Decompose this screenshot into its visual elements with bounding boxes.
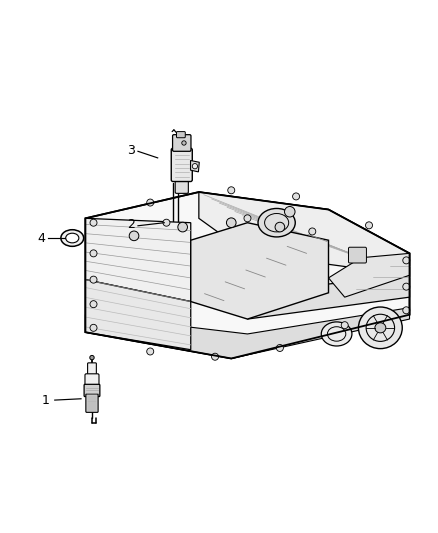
Polygon shape — [247, 275, 410, 319]
Text: 2: 2 — [127, 219, 135, 231]
FancyBboxPatch shape — [86, 394, 98, 413]
Circle shape — [129, 231, 139, 241]
FancyBboxPatch shape — [85, 374, 99, 387]
Polygon shape — [328, 253, 410, 297]
Polygon shape — [85, 219, 191, 302]
Polygon shape — [191, 160, 199, 172]
Circle shape — [90, 250, 97, 257]
FancyBboxPatch shape — [177, 132, 185, 138]
Ellipse shape — [375, 323, 386, 333]
FancyBboxPatch shape — [173, 135, 191, 151]
FancyBboxPatch shape — [175, 179, 188, 193]
Circle shape — [90, 301, 97, 308]
Ellipse shape — [321, 322, 352, 346]
Circle shape — [163, 219, 170, 226]
Circle shape — [285, 206, 295, 217]
FancyBboxPatch shape — [84, 384, 100, 397]
Circle shape — [212, 353, 219, 360]
Circle shape — [403, 257, 410, 264]
Circle shape — [90, 276, 97, 283]
Polygon shape — [199, 192, 410, 275]
Circle shape — [228, 187, 235, 194]
Text: 4: 4 — [38, 231, 46, 245]
Polygon shape — [191, 223, 328, 319]
Circle shape — [403, 307, 410, 314]
Polygon shape — [85, 308, 410, 359]
FancyBboxPatch shape — [349, 247, 367, 263]
Circle shape — [293, 193, 300, 200]
Circle shape — [90, 219, 97, 226]
Circle shape — [309, 228, 316, 235]
Circle shape — [178, 222, 187, 232]
Circle shape — [275, 222, 285, 232]
Circle shape — [403, 283, 410, 290]
Polygon shape — [85, 192, 410, 359]
Polygon shape — [85, 280, 191, 350]
Circle shape — [365, 222, 372, 229]
Circle shape — [90, 324, 97, 332]
Ellipse shape — [66, 233, 79, 243]
Ellipse shape — [258, 208, 295, 237]
Circle shape — [182, 141, 186, 145]
Circle shape — [147, 199, 154, 206]
Circle shape — [192, 164, 198, 169]
FancyBboxPatch shape — [171, 148, 192, 182]
Ellipse shape — [61, 230, 84, 246]
Text: 1: 1 — [42, 393, 50, 407]
Circle shape — [90, 356, 94, 360]
FancyBboxPatch shape — [88, 363, 96, 377]
Circle shape — [244, 215, 251, 222]
Circle shape — [147, 348, 154, 355]
Circle shape — [341, 322, 348, 329]
Ellipse shape — [358, 307, 402, 349]
Text: 3: 3 — [127, 144, 135, 157]
Circle shape — [276, 344, 283, 351]
Circle shape — [226, 218, 236, 228]
